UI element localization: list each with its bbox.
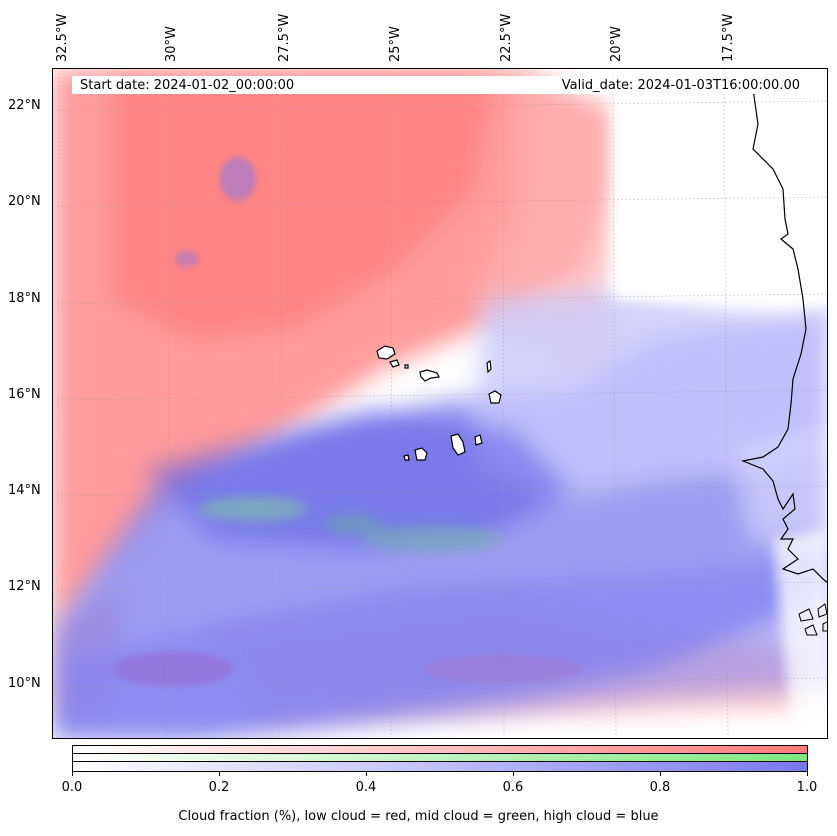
island-santo-antao [376,345,396,360]
cloud-fraction-map [52,68,828,739]
colorbar-tick-label-1: 0.2 [208,780,230,795]
colorbar-caption: Cloud fraction (%), low cloud = red, mid… [178,809,659,824]
colorbar-tick-label-5: 1.0 [796,780,818,795]
colorbar-tick-label-2: 0.4 [355,780,377,795]
colorbar-tick-label-4: 0.8 [649,780,671,795]
lon-label-17-5w: 17.5°W [721,13,736,62]
island-santa-luzia [404,364,409,369]
graticule [53,69,827,738]
colorbar-tick-2 [366,772,367,776]
lat-label-10n: 10°N [8,676,41,691]
island-santiago [450,433,466,456]
lon-label-27-5w: 27.5°W [277,13,292,62]
colorbar-tick-label-3: 0.6 [502,780,524,795]
island-boa-vista [488,390,502,404]
overlap-patches [113,157,583,687]
africa-coastline [740,88,827,584]
island-maio [474,434,483,446]
colorbar-tick-label-0: 0.0 [61,780,83,795]
colorbar-high-cloud [73,762,807,771]
cape-verde-islands [376,345,502,461]
lat-label-20n: 20°N [8,194,41,209]
colorbar-tick-1 [219,772,220,776]
lon-label-20w: 20°W [609,26,624,62]
colorbar-tick-5 [807,772,808,776]
colorbar [72,745,808,772]
island-sao-vicente [389,359,400,368]
lat-label-12n: 12°N [8,579,41,594]
map-canvas [53,69,827,738]
clear-sky-area-se [773,529,827,738]
colorbar-low-cloud [73,746,807,754]
colorbar-tick-0 [72,772,73,776]
island-fogo [414,447,428,461]
clear-sky-area [613,69,827,304]
lon-label-32-5w: 32.5°W [55,13,70,62]
lat-label-18n: 18°N [8,291,41,306]
low-cloud-layer [53,69,803,719]
island-sal [486,359,492,374]
coastline-islands-se [798,603,827,636]
colorbar-tick-4 [660,772,661,776]
island-brava [403,454,410,461]
date-info-bar: Start date: 2024-01-02_00:00:00 Valid_da… [72,76,808,94]
colorbar-mid-cloud [73,754,807,762]
lon-label-22-5w: 22.5°W [499,13,514,62]
lat-label-14n: 14°N [8,483,41,498]
mid-cloud-layer [198,497,503,553]
lon-label-25w: 25°W [388,26,403,62]
colorbar-tick-3 [513,772,514,776]
lat-label-16n: 16°N [8,387,41,402]
start-date-text: Start date: 2024-01-02_00:00:00 [80,77,295,93]
lat-label-22n: 22°N [8,98,41,113]
lon-label-30w: 30°W [164,26,179,62]
island-sao-nicolau [419,369,440,382]
valid-date-text: Valid_date: 2024-01-03T16:00:00.00 [561,77,800,93]
